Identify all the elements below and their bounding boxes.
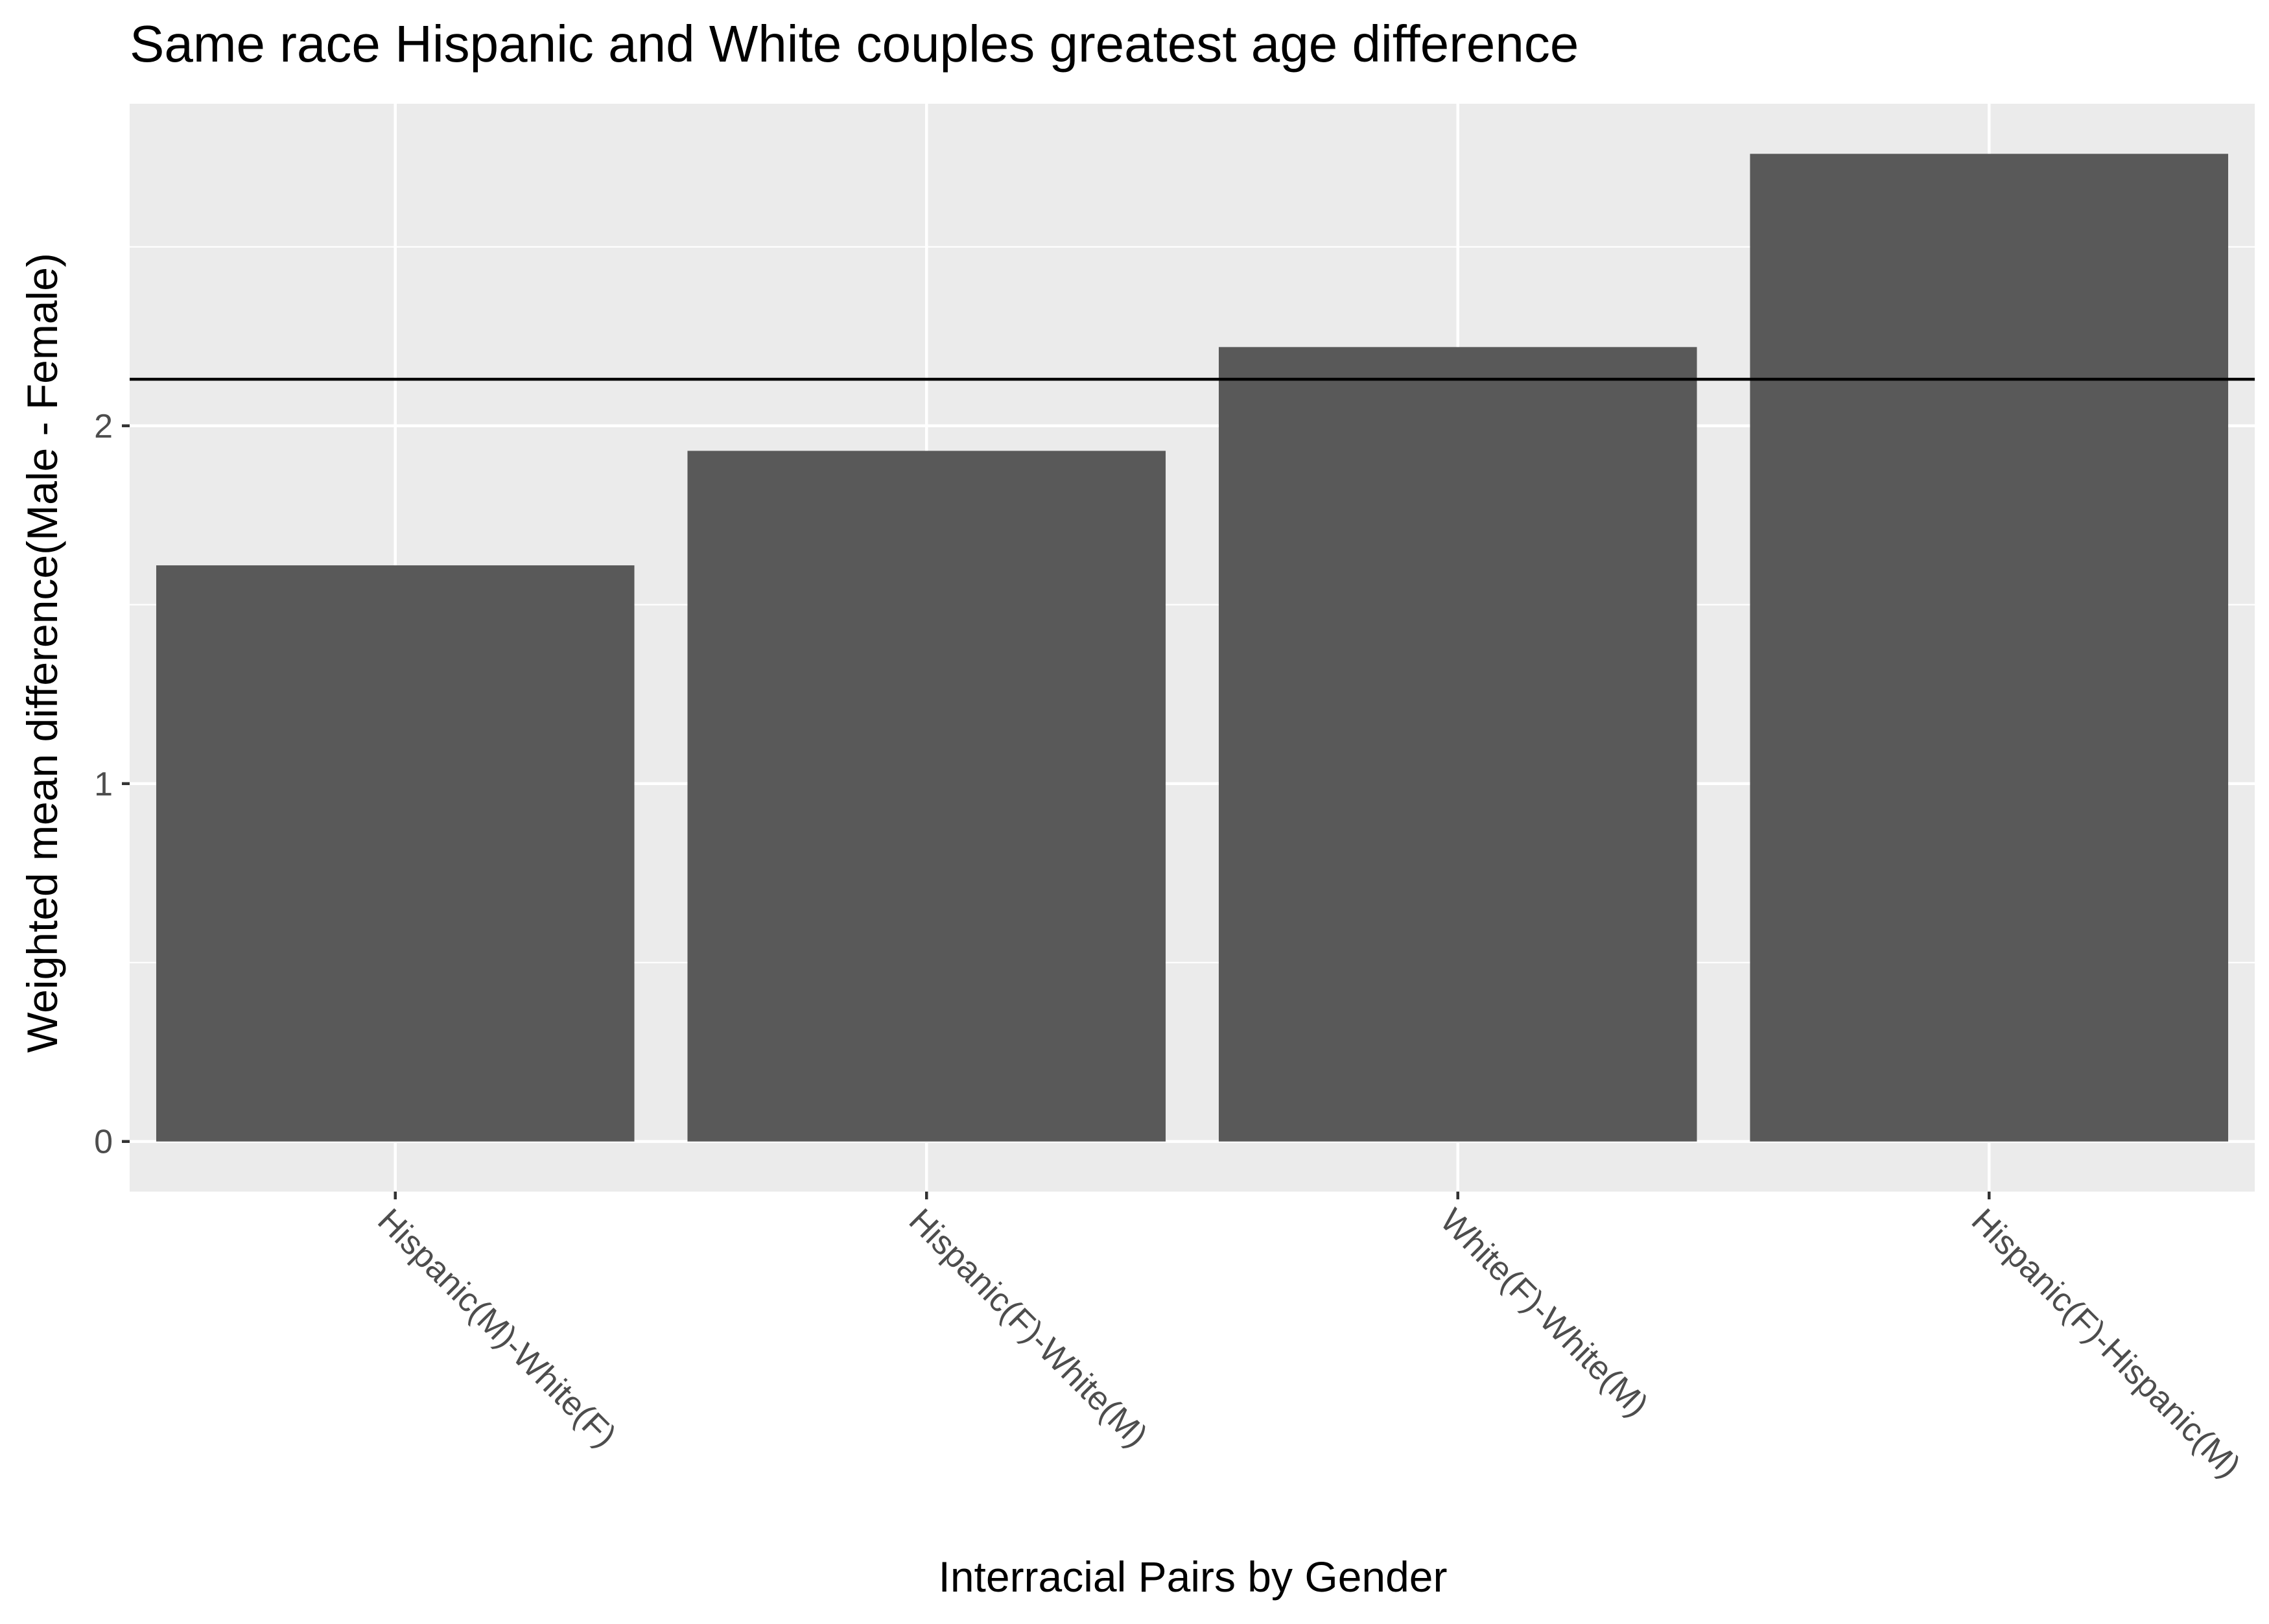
y-tick-label: 1 [94, 766, 113, 803]
y-axis-title: Weighted mean difference(Male - Female) [18, 253, 66, 1053]
bar-2 [687, 451, 1166, 1142]
bar-1 [156, 565, 635, 1142]
y-tick-label: 0 [94, 1124, 113, 1161]
y-tick-label: 2 [94, 408, 113, 445]
chart-title: Same race Hispanic and White couples gre… [130, 15, 1579, 73]
bars [156, 154, 2229, 1142]
x-axis-title: Interracial Pairs by Gender [938, 1553, 1447, 1601]
bar-4 [1750, 154, 2229, 1142]
bar-3 [1218, 347, 1697, 1142]
